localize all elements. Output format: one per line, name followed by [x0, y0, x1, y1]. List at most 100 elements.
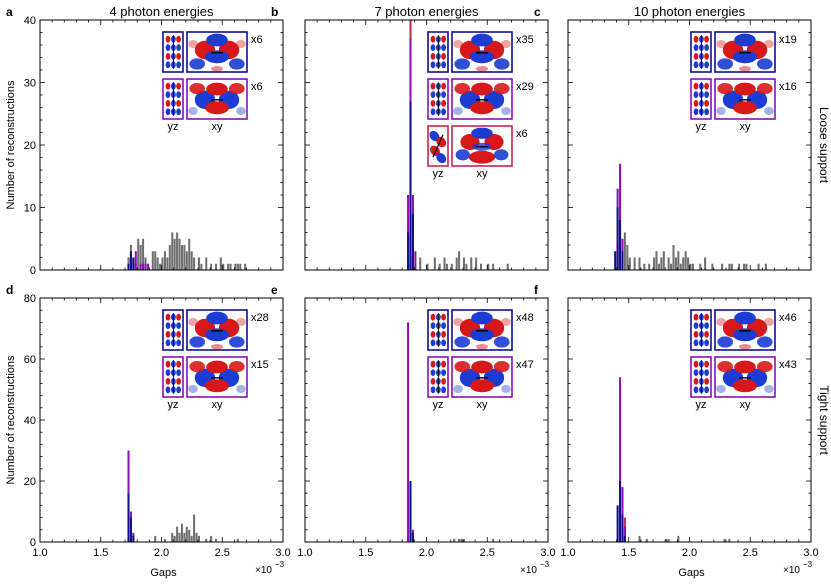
inset-xy-label: xy	[740, 399, 752, 411]
inset-count-label: x47	[516, 359, 534, 371]
histogram-bar	[443, 257, 446, 270]
histogram-bar	[176, 526, 179, 542]
orbital-lobe	[734, 33, 756, 47]
orbital-lobe	[205, 101, 229, 115]
orbital-lobe	[704, 322, 709, 329]
orbital-lobe	[229, 361, 245, 373]
histogram-bar	[185, 526, 188, 542]
x-scale-note: ×10	[520, 565, 537, 576]
orbital-lobe	[494, 83, 510, 95]
histogram-bar	[146, 263, 149, 270]
orbital-lobe	[471, 127, 493, 139]
orbital-lobe	[165, 369, 171, 376]
histogram-bar	[619, 220, 622, 270]
series-group-1	[409, 481, 414, 542]
histogram-bar	[163, 251, 166, 270]
orbital-lobe	[441, 369, 446, 376]
orbital-lobe	[717, 58, 733, 70]
histogram-bar	[653, 257, 656, 270]
histogram-bar	[648, 263, 651, 270]
inset-count-label: x16	[779, 81, 797, 93]
histogram-bar	[643, 263, 646, 270]
inset-count-label: x15	[251, 359, 269, 371]
orbital-lobe	[430, 53, 436, 60]
x-tick-label: 2.0	[682, 547, 697, 559]
histogram-bar	[180, 245, 183, 270]
orbital-lobe	[206, 360, 228, 374]
histogram-bar	[190, 535, 193, 542]
orbital-lobe	[165, 378, 171, 385]
inset-pair: x16	[690, 78, 797, 120]
histogram-bar	[684, 251, 687, 270]
histogram-bar	[623, 526, 626, 542]
histogram-bar	[197, 257, 200, 270]
orbital-lobe	[454, 83, 471, 95]
panel-title: 4 photon energies	[109, 4, 214, 19]
histogram-bar	[409, 101, 412, 270]
y-tick-label: 0	[30, 265, 36, 277]
orbital-lobe	[165, 360, 171, 368]
histogram-bar	[614, 251, 617, 270]
orbital-lobe	[704, 44, 709, 51]
orbital-lobe	[471, 82, 493, 96]
orbital-lobe	[704, 313, 709, 321]
histogram-bar	[672, 245, 675, 270]
x-tick-label: 1.0	[32, 547, 47, 559]
orbital-lobe	[704, 331, 709, 338]
orbital-lobe	[165, 108, 171, 116]
orbital-lobe	[494, 336, 510, 348]
inset-xy-label: xy	[477, 168, 489, 180]
panel-title: 10 photon energies	[634, 4, 746, 19]
histogram-bar	[433, 257, 436, 270]
series-group-1	[407, 101, 414, 270]
histogram-bar	[193, 514, 196, 542]
histogram-bar	[129, 517, 132, 542]
orbital-lobe	[453, 40, 463, 48]
x-tick-label: 3.0	[540, 547, 555, 559]
histogram-bar	[205, 257, 208, 270]
orbital-lobe	[476, 66, 488, 72]
panel-letter: b	[271, 5, 278, 19]
orbital-lobe	[211, 344, 223, 350]
histogram-bar	[721, 263, 724, 270]
orbital-lobe	[704, 360, 709, 368]
orbital-lobe	[236, 107, 246, 115]
orbital-lobe	[176, 339, 182, 347]
orbital-lobe	[176, 386, 182, 394]
histogram-bar	[453, 538, 456, 542]
orbital-lobe	[734, 82, 756, 96]
histogram-bar	[171, 232, 174, 270]
histogram-bar	[183, 532, 186, 542]
orbital-lobe	[441, 91, 446, 98]
x-scale-exponent: −3	[275, 560, 285, 569]
orbital-lobe	[441, 313, 446, 321]
x-tick-label: 1.0	[560, 547, 575, 559]
histogram-bar	[462, 538, 465, 542]
orbital-lobe	[441, 322, 446, 329]
orbital-lobe	[717, 361, 733, 373]
orbital-lobe	[229, 83, 245, 95]
orbital-lobe	[176, 331, 182, 338]
histogram-bar	[142, 263, 145, 270]
inset-pair: x28	[162, 309, 269, 351]
inset-pair: x6	[427, 125, 528, 167]
orbital-lobe	[704, 369, 709, 376]
orbital-lobe	[176, 378, 182, 385]
histogram-bar	[475, 257, 478, 270]
orbital-lobe	[441, 386, 446, 394]
histogram-bar	[129, 251, 132, 270]
orbital-lobe	[441, 35, 446, 43]
histogram-bar	[674, 257, 677, 270]
orbital-lobe	[693, 378, 699, 385]
histogram-bar	[619, 377, 622, 542]
orbital-lobe	[189, 83, 205, 95]
orbital-lobe	[430, 369, 436, 376]
histogram-bar	[492, 538, 495, 542]
orbital-lobe	[739, 66, 751, 72]
orbital-lobe	[693, 108, 699, 116]
histogram-bar	[682, 257, 685, 270]
histogram-bar	[745, 263, 748, 270]
orbital-lobe	[236, 385, 246, 393]
molecule-bond	[432, 134, 444, 158]
inset-pair: x15	[162, 356, 269, 398]
